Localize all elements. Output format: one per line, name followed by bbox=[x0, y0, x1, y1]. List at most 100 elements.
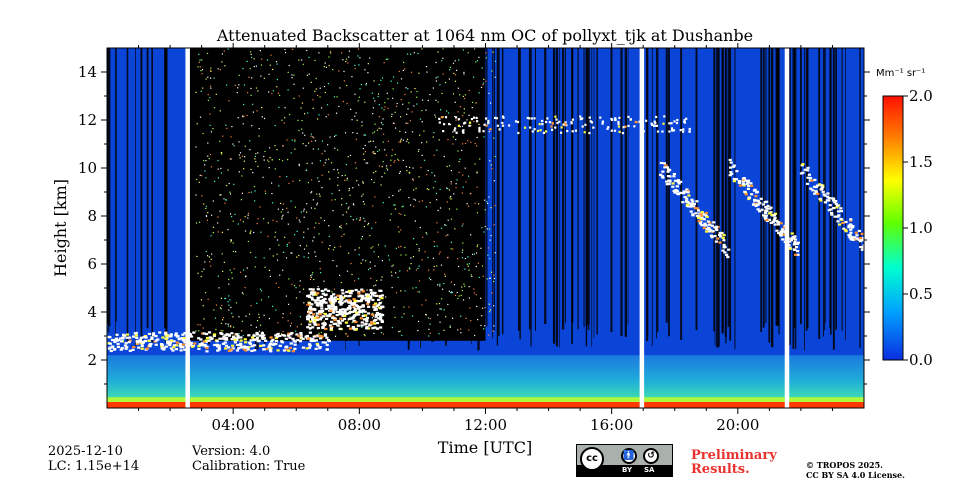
noise-speckle bbox=[388, 259, 391, 261]
noise-speckle bbox=[319, 267, 321, 270]
noise-speckle bbox=[274, 236, 276, 238]
feature-pixel bbox=[706, 220, 710, 223]
noise-speckle bbox=[243, 168, 245, 170]
feature-pixel bbox=[343, 310, 347, 313]
feature-pixel bbox=[114, 337, 118, 340]
noise-speckle bbox=[316, 204, 318, 206]
noise-speckle bbox=[370, 277, 372, 279]
feature-pixel bbox=[697, 215, 701, 218]
dropout-stripe bbox=[596, 48, 598, 335]
noise-speckle bbox=[292, 48, 294, 51]
noise-speckle bbox=[321, 241, 323, 243]
feature-pixel bbox=[113, 347, 117, 351]
noise-speckle bbox=[399, 170, 401, 173]
noise-speckle bbox=[468, 175, 470, 177]
feature-pixel bbox=[775, 219, 779, 222]
noise-speckle bbox=[417, 320, 420, 323]
noise-speckle bbox=[470, 125, 472, 127]
noise-speckle bbox=[327, 144, 329, 146]
noise-speckle bbox=[229, 191, 231, 193]
noise-speckle bbox=[307, 112, 309, 114]
feature-pixel bbox=[139, 341, 144, 344]
feature-pixel bbox=[366, 312, 371, 315]
dropout-stripe bbox=[357, 48, 360, 340]
noise-speckle bbox=[239, 219, 242, 221]
feature-pixel bbox=[794, 253, 798, 256]
noise-speckle bbox=[283, 122, 285, 124]
feature-pixel bbox=[831, 199, 836, 202]
feature-pixel bbox=[127, 341, 131, 344]
dropout-stripe bbox=[140, 48, 142, 329]
feature-pixel bbox=[183, 341, 187, 344]
noise-speckle bbox=[410, 91, 412, 93]
feature-pixel bbox=[776, 220, 780, 224]
noise-speckle bbox=[446, 201, 448, 203]
noise-speckle bbox=[221, 151, 223, 154]
feature-pixel bbox=[315, 342, 319, 346]
feature-pixel bbox=[668, 122, 671, 125]
feature-pixel bbox=[331, 299, 336, 302]
noise-speckle bbox=[298, 59, 300, 61]
noise-speckle bbox=[402, 159, 404, 161]
feature-pixel bbox=[554, 115, 557, 118]
noise-speckle bbox=[427, 317, 430, 319]
feature-pixel bbox=[160, 343, 164, 347]
noise-speckle bbox=[254, 158, 256, 160]
noise-speckle bbox=[281, 216, 283, 218]
feature-pixel bbox=[319, 316, 324, 319]
feature-pixel bbox=[330, 295, 334, 298]
feature-pixel bbox=[377, 298, 381, 302]
feature-pixel bbox=[332, 293, 336, 296]
noise-speckle bbox=[373, 97, 375, 99]
noise-speckle bbox=[213, 309, 215, 311]
noise-speckle bbox=[357, 100, 359, 102]
noise-speckle bbox=[400, 254, 402, 256]
noise-speckle bbox=[253, 200, 256, 202]
by-person-icon: 🚹 bbox=[621, 448, 637, 464]
noise-speckle bbox=[223, 261, 225, 263]
feature-pixel bbox=[319, 302, 323, 306]
feature-pixel bbox=[728, 174, 732, 177]
noise-speckle bbox=[302, 132, 304, 134]
noise-speckle bbox=[285, 295, 288, 297]
feature-pixel bbox=[189, 335, 194, 338]
feature-pixel bbox=[154, 343, 158, 346]
feature-pixel bbox=[365, 293, 369, 296]
feature-pixel bbox=[731, 165, 736, 168]
noise-speckle bbox=[344, 174, 346, 177]
noise-speckle bbox=[231, 272, 233, 274]
noise-speckle bbox=[380, 122, 383, 124]
feature-pixel bbox=[755, 203, 759, 206]
feature-pixel bbox=[128, 339, 132, 342]
noise-speckle bbox=[256, 320, 259, 322]
feature-pixel bbox=[745, 182, 749, 186]
noise-speckle bbox=[354, 280, 356, 282]
noise-speckle bbox=[230, 158, 232, 160]
feature-pixel bbox=[638, 120, 641, 123]
noise-speckle bbox=[385, 154, 388, 156]
noise-speckle bbox=[269, 156, 271, 159]
noise-speckle bbox=[256, 110, 258, 112]
feature-pixel bbox=[369, 295, 373, 298]
colorbar-tick-label: 1.0 bbox=[909, 219, 933, 237]
feature-pixel bbox=[280, 341, 285, 344]
noise-speckle bbox=[315, 255, 317, 257]
noise-speckle bbox=[494, 60, 497, 62]
noise-speckle bbox=[461, 290, 463, 292]
noise-speckle bbox=[217, 222, 219, 224]
y-tick-label: 2 bbox=[87, 351, 97, 369]
dropout-stripe bbox=[727, 48, 730, 327]
noise-speckle bbox=[466, 263, 468, 265]
noise-speckle bbox=[303, 210, 305, 212]
noise-speckle bbox=[328, 171, 330, 173]
feature-pixel bbox=[606, 127, 609, 130]
feature-pixel bbox=[686, 191, 690, 194]
noise-speckle bbox=[488, 228, 491, 230]
noise-speckle bbox=[405, 254, 407, 256]
feature-pixel bbox=[262, 344, 266, 347]
noise-speckle bbox=[298, 219, 300, 221]
noise-speckle bbox=[443, 329, 445, 331]
feature-pixel bbox=[681, 130, 685, 133]
noise-speckle bbox=[302, 63, 304, 65]
feature-pixel bbox=[502, 116, 505, 119]
